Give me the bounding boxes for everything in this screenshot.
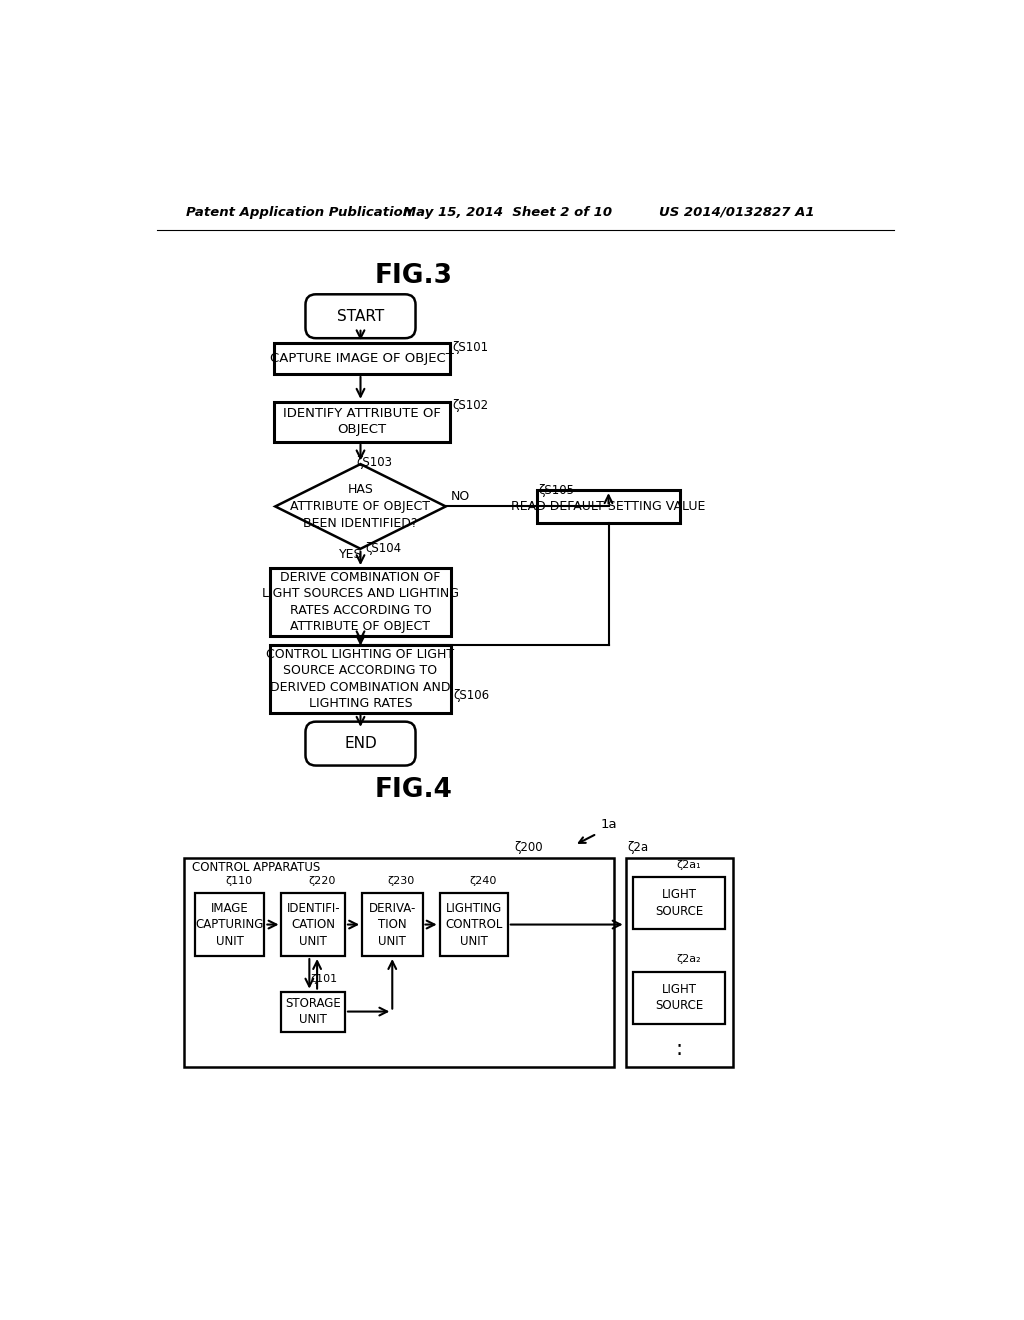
Text: ζS102: ζS102: [453, 400, 488, 412]
FancyBboxPatch shape: [305, 294, 416, 338]
Text: ζS106: ζS106: [454, 689, 489, 702]
Text: STORAGE
UNIT: STORAGE UNIT: [286, 997, 341, 1027]
Text: LIGHT
SOURCE: LIGHT SOURCE: [655, 983, 703, 1012]
Bar: [273, 401, 451, 442]
Text: FIG.3: FIG.3: [374, 263, 453, 289]
Text: IDENTIFI-
CATION
UNIT: IDENTIFI- CATION UNIT: [287, 902, 340, 948]
Text: ζS103: ζS103: [356, 457, 392, 470]
Bar: [362, 892, 423, 956]
Text: DERIVA-
TION
UNIT: DERIVA- TION UNIT: [369, 902, 416, 948]
Text: HAS
ATTRIBUTE OF OBJECT
BEEN IDENTIFIED?: HAS ATTRIBUTE OF OBJECT BEEN IDENTIFIED?: [291, 483, 430, 529]
Text: END: END: [344, 737, 377, 751]
Bar: [439, 892, 508, 956]
Text: ζ2a₂: ζ2a₂: [676, 954, 700, 965]
Text: ζ220: ζ220: [308, 875, 336, 886]
FancyBboxPatch shape: [305, 722, 416, 766]
Text: IDENTIFY ATTRIBUTE OF
OBJECT: IDENTIFY ATTRIBUTE OF OBJECT: [283, 407, 441, 437]
Bar: [270, 645, 452, 713]
Text: CAPTURE IMAGE OF OBJECT: CAPTURE IMAGE OF OBJECT: [270, 352, 454, 366]
Text: YES: YES: [339, 548, 362, 561]
Text: CONTROL LIGHTING OF LIGHT
SOURCE ACCORDING TO
DERIVED COMBINATION AND
LIGHTING R: CONTROL LIGHTING OF LIGHT SOURCE ACCORDI…: [266, 648, 455, 710]
Text: LIGHTING
CONTROL
UNIT: LIGHTING CONTROL UNIT: [445, 902, 503, 948]
Bar: [282, 991, 345, 1032]
Bar: [537, 490, 680, 523]
Bar: [270, 568, 452, 636]
Text: ζ200: ζ200: [514, 841, 543, 854]
Text: ζ240: ζ240: [469, 875, 497, 886]
Text: ζS101: ζS101: [453, 341, 488, 354]
Text: :: :: [676, 1039, 683, 1059]
Bar: [633, 876, 725, 929]
Text: ζS104: ζS104: [366, 543, 401, 554]
Text: CONTROL APPARATUS: CONTROL APPARATUS: [191, 861, 319, 874]
Text: DERIVE COMBINATION OF
LIGHT SOURCES AND LIGHTING
RATES ACCORDING TO
ATTRIBUTE OF: DERIVE COMBINATION OF LIGHT SOURCES AND …: [262, 570, 459, 634]
Text: ζS105: ζS105: [539, 484, 574, 498]
Text: FIG.4: FIG.4: [374, 776, 453, 803]
Bar: [633, 972, 725, 1024]
Text: 1a: 1a: [601, 818, 617, 832]
Bar: [273, 343, 451, 374]
Bar: [183, 858, 614, 1067]
Text: ζ101: ζ101: [310, 974, 337, 985]
Polygon shape: [275, 465, 445, 549]
Text: ζ2a₁: ζ2a₁: [676, 859, 700, 870]
Text: May 15, 2014  Sheet 2 of 10: May 15, 2014 Sheet 2 of 10: [403, 206, 612, 219]
Text: LIGHT
SOURCE: LIGHT SOURCE: [655, 888, 703, 917]
Text: US 2014/0132827 A1: US 2014/0132827 A1: [658, 206, 814, 219]
Text: IMAGE
CAPTURING
UNIT: IMAGE CAPTURING UNIT: [196, 902, 264, 948]
Bar: [626, 858, 732, 1067]
Text: ζ230: ζ230: [388, 875, 415, 886]
Text: ζ2a: ζ2a: [627, 841, 648, 854]
Text: Patent Application Publication: Patent Application Publication: [186, 206, 413, 219]
Bar: [282, 892, 345, 956]
Text: START: START: [337, 309, 384, 323]
Text: NO: NO: [451, 490, 470, 503]
Text: ζ110: ζ110: [225, 875, 252, 886]
Text: READ DEFAULT SETTING VALUE: READ DEFAULT SETTING VALUE: [511, 500, 706, 513]
Bar: [195, 892, 264, 956]
